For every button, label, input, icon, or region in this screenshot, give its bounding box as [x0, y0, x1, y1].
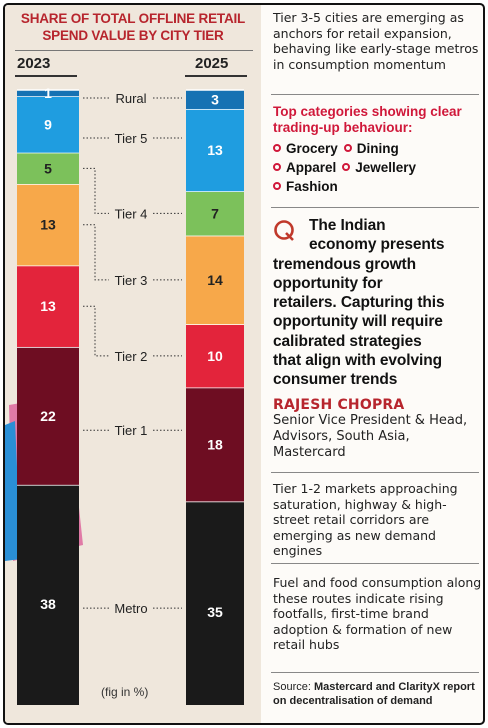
series-label-bg [109, 89, 153, 106]
quote-line: The Indian [309, 217, 386, 234]
quote-author-role: Senior Vice President & Head, Advisors, … [273, 413, 468, 460]
series-label-bg [109, 346, 153, 364]
category-list: Grocery Dining Apparel Jewellery Fashion [273, 139, 483, 196]
quote-line: opportunity for [273, 274, 383, 292]
data-label: 35 [207, 604, 223, 620]
bar-segment-tier-2-2023 [17, 265, 79, 347]
bar-segment-tier-1-2023 [17, 346, 79, 485]
data-label: 38 [40, 596, 56, 612]
quote-line: calibrated strategies [273, 332, 422, 350]
quote-icon [274, 220, 294, 241]
quote-line: consumer trends [273, 371, 398, 389]
quote-line: retailers. Capturing this [273, 294, 445, 312]
bar-segment-metro-2023 [17, 484, 79, 705]
series-label: Tier 2 [115, 349, 148, 364]
data-label: 1 [44, 85, 52, 101]
data-label: 18 [207, 436, 223, 452]
year-rule-2023 [15, 75, 77, 77]
source-note: Source: Mastercard and ClarityX report o… [273, 681, 483, 708]
bullet-icon [343, 144, 352, 152]
data-label: 10 [207, 348, 223, 364]
insight-paragraph-1: Tier 3-5 cities are emerging as anchors … [273, 10, 479, 72]
series-label-bg [109, 270, 153, 288]
quote-line: opportunity will require [273, 313, 443, 331]
series-label: Tier 5 [115, 131, 148, 146]
series-label: Tier 1 [115, 423, 148, 438]
bar-segment-tier-1-2025 [186, 387, 244, 502]
divider-3 [271, 472, 479, 473]
data-label: 3 [211, 91, 219, 107]
year-label-2023: 2023 [17, 55, 51, 72]
bar-segment-rural-2023 [17, 90, 79, 97]
bar-segment-metro-2025 [186, 501, 244, 705]
quote-author: RAJESH CHOPRA [273, 397, 405, 413]
bar-segment-tier-4-2023 [17, 152, 79, 185]
series-label-bg [109, 204, 153, 222]
category-item: Grocery [273, 139, 338, 158]
data-label: 14 [207, 272, 223, 288]
category-item: Fashion [273, 177, 338, 196]
data-label: 5 [44, 160, 52, 176]
year-rule-2025 [185, 75, 247, 77]
data-label: 7 [211, 205, 219, 221]
bar-segment-tier-4-2025 [186, 191, 244, 236]
leader-line [83, 305, 109, 357]
source-text: Mastercard and ClarityX report on decent… [273, 681, 475, 707]
infographic-frame: SHARE OF TOTAL OFFLINE RETAIL SPEND VALU… [3, 3, 485, 725]
bullet-icon [273, 144, 281, 152]
chart-title: SHARE OF TOTAL OFFLINE RETAIL SPEND VALU… [20, 11, 246, 43]
data-label: 13 [207, 142, 223, 158]
series-label: Metro [114, 601, 147, 616]
year-label-2025: 2025 [195, 55, 229, 72]
data-label: 13 [40, 217, 56, 233]
bar-segment-tier-3-2023 [17, 184, 79, 266]
quote-line: economy presents [309, 236, 445, 254]
bar-segment-rural-2025 [186, 90, 244, 109]
bullet-icon [342, 163, 351, 171]
category-item: Apparel [273, 158, 336, 177]
bullet-icon [273, 163, 281, 171]
series-label-bg [109, 421, 153, 439]
category-item: Dining [343, 139, 399, 158]
series-label: Tier 4 [115, 206, 148, 221]
series-label-bg [109, 129, 153, 146]
bullet-icon [273, 182, 281, 190]
figure-unit-note: (fig in %) [101, 685, 149, 699]
data-label: 9 [44, 116, 52, 132]
series-label: Tier 3 [115, 273, 148, 288]
pull-quote: The Indian economy presents tremendous g… [273, 216, 483, 390]
leader-line [83, 224, 109, 281]
title-divider [15, 50, 253, 51]
divider-1 [271, 94, 479, 95]
category-item: Jewellery [342, 158, 416, 177]
data-label: 13 [40, 298, 56, 314]
bar-segment-tier-5-2025 [186, 108, 244, 192]
bar-segment-tier-5-2023 [17, 96, 79, 153]
insight-paragraph-4: Fuel and food consumption along these ro… [273, 575, 482, 652]
bar-segment-tier-3-2025 [186, 235, 244, 325]
insight-paragraph-3: Tier 1-2 markets approaching saturation,… [273, 481, 458, 558]
source-prefix: Source: [273, 681, 314, 693]
chart-panel: SHARE OF TOTAL OFFLINE RETAIL SPEND VALU… [5, 5, 261, 723]
quote-line: that align with evolving [273, 352, 442, 370]
leader-line [83, 167, 109, 214]
divider-5 [271, 672, 479, 673]
divider-2 [271, 207, 479, 208]
divider-4 [271, 563, 479, 564]
categories-heading: Top categories showing clear trading-up … [273, 104, 462, 135]
series-label-bg [109, 599, 153, 617]
quote-line: tremendous growth [273, 255, 416, 273]
data-label: 22 [40, 408, 56, 424]
bar-segment-tier-2-2025 [186, 324, 244, 388]
commentary-panel: Tier 3-5 cities are emerging as anchors … [267, 5, 483, 723]
series-label: Rural [115, 91, 146, 106]
